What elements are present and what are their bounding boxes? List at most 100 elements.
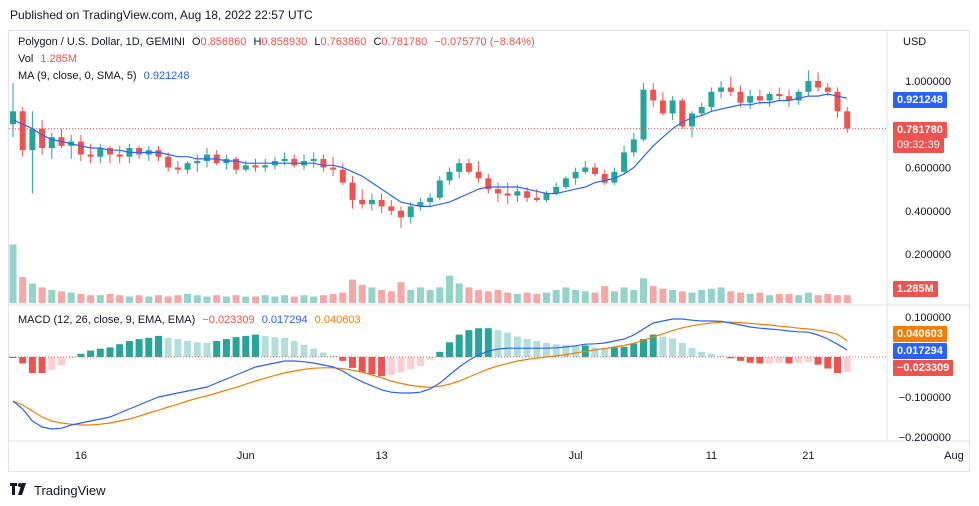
volume-bar — [387, 291, 395, 303]
macd-histogram-bar — [155, 335, 162, 357]
macd-label: MACD (12, 26, close, 9, EMA, EMA) — [18, 314, 196, 326]
macd-legend[interactable]: MACD (12, 26, close, 9, EMA, EMA) −0.023… — [18, 314, 365, 326]
macd-histogram-bar — [659, 336, 667, 357]
macd-histogram-bar — [310, 348, 318, 357]
volume-bar — [795, 295, 803, 303]
volume-layer — [9, 244, 851, 303]
candle-body — [330, 167, 337, 170]
volume-bar — [222, 296, 230, 303]
published-caption: Published on TradingView.com, Aug 18, 20… — [10, 8, 313, 22]
candle-body — [611, 171, 618, 183]
candle-body — [621, 152, 628, 172]
macd-histogram-bar — [669, 338, 677, 357]
candle-body — [708, 91, 715, 107]
symbol-title: Polygon / U.S. Dollar, 1D, GEMINI — [18, 36, 185, 48]
macd-histogram-bar — [300, 344, 308, 357]
macd-histogram-bar — [339, 357, 347, 361]
volume-bar — [843, 295, 851, 303]
time-tick-label: 21 — [802, 450, 814, 462]
volume-tag: 1.285M — [893, 281, 938, 297]
macd-histogram-bar — [630, 343, 638, 357]
tradingview-logo-icon — [10, 483, 30, 498]
volume-bar — [766, 295, 774, 303]
time-tick-label: Jul — [569, 450, 583, 462]
candle-body — [815, 81, 822, 88]
ma-legend[interactable]: MA (9, close, 0, SMA, 5) 0.921248 — [18, 70, 194, 82]
ma-label: MA (9, close, 0, SMA, 5) — [18, 70, 137, 82]
volume-bar — [96, 295, 104, 303]
macd-histogram-bar — [455, 334, 463, 357]
candle-body — [359, 199, 366, 205]
volume-bar — [155, 295, 162, 303]
price-tick-label: 0.400000 — [905, 206, 951, 218]
macd-histogram-bar — [436, 351, 444, 357]
macd-histogram-bar — [203, 342, 211, 357]
candle-body — [698, 106, 705, 114]
candle-body — [378, 199, 385, 207]
macd-histogram-bar — [756, 357, 764, 364]
volume-bar — [48, 290, 56, 303]
volume-bar — [19, 277, 27, 303]
candle-body — [446, 171, 453, 181]
volume-bar — [465, 287, 473, 303]
volume-bar — [455, 283, 463, 303]
macd-histogram-bar — [795, 357, 803, 363]
macd-histogram-bar — [67, 357, 75, 359]
candle-body — [349, 182, 356, 200]
volume-bar — [533, 293, 541, 303]
candle-body — [174, 167, 181, 170]
macd-histogram-bar — [174, 339, 182, 357]
macd-tick-label: −0.200000 — [899, 432, 951, 444]
macd-histogram-bar — [222, 339, 230, 357]
low-value: 0.763860 — [320, 36, 367, 48]
close-label: C — [373, 36, 382, 48]
volume-bar — [756, 292, 764, 303]
macd-histogram-bar — [572, 345, 580, 357]
open-value: 0.856860 — [200, 36, 247, 48]
macd-line — [12, 318, 848, 430]
volume-bar — [339, 292, 347, 303]
candle-body — [465, 163, 472, 172]
volume-bar — [397, 282, 405, 303]
macd-histogram-bar — [737, 357, 744, 361]
volume-bar — [145, 296, 153, 303]
ma-line — [12, 93, 848, 207]
volume-bar — [814, 295, 822, 303]
volume-bar — [698, 290, 706, 303]
chart-canvas[interactable]: 1.000000 0.600000 0.400000 0.200000 0.100000… — [9, 31, 969, 471]
macd-line-value: 0.017294 — [261, 314, 308, 326]
volume-bar — [329, 293, 337, 303]
low-label: L — [314, 36, 321, 48]
candle-body — [310, 158, 317, 162]
macd-layer — [9, 318, 887, 430]
volume-bar — [717, 287, 725, 303]
macd-histogram-bar — [319, 352, 327, 357]
volume-bar — [640, 278, 647, 303]
macd-histogram-bar — [649, 334, 657, 357]
macd-hist-value: −0.023309 — [202, 314, 255, 326]
macd-histogram-bar — [378, 357, 386, 377]
macd-histogram-bar — [785, 357, 793, 364]
currency-label[interactable]: USD — [903, 36, 927, 48]
macd-histogram-bar — [368, 357, 376, 375]
macd-histogram-bar — [513, 336, 521, 357]
macd-histogram-bar — [494, 330, 502, 357]
chart-frame[interactable] — [8, 30, 970, 472]
candle-body — [756, 96, 763, 101]
volume-bar — [252, 296, 259, 303]
volume-bar — [281, 295, 289, 303]
macd-tick-label: −0.100000 — [899, 392, 951, 404]
candle-body — [553, 186, 560, 194]
volume-legend[interactable]: Vol 1.285M — [18, 53, 81, 65]
candle-body — [87, 154, 94, 157]
candle-body — [572, 171, 579, 179]
volume-bar — [446, 275, 453, 303]
candle-body — [805, 81, 812, 92]
tradingview-logo[interactable]: TradingView — [10, 483, 106, 498]
candle-body — [582, 167, 589, 172]
symbol-legend[interactable]: Polygon / U.S. Dollar, 1D, GEMINI O0.856… — [18, 36, 539, 48]
macd-histogram-bar — [601, 348, 609, 357]
candle-body — [233, 158, 240, 170]
candle-body — [320, 158, 327, 168]
candle-body — [766, 93, 773, 101]
